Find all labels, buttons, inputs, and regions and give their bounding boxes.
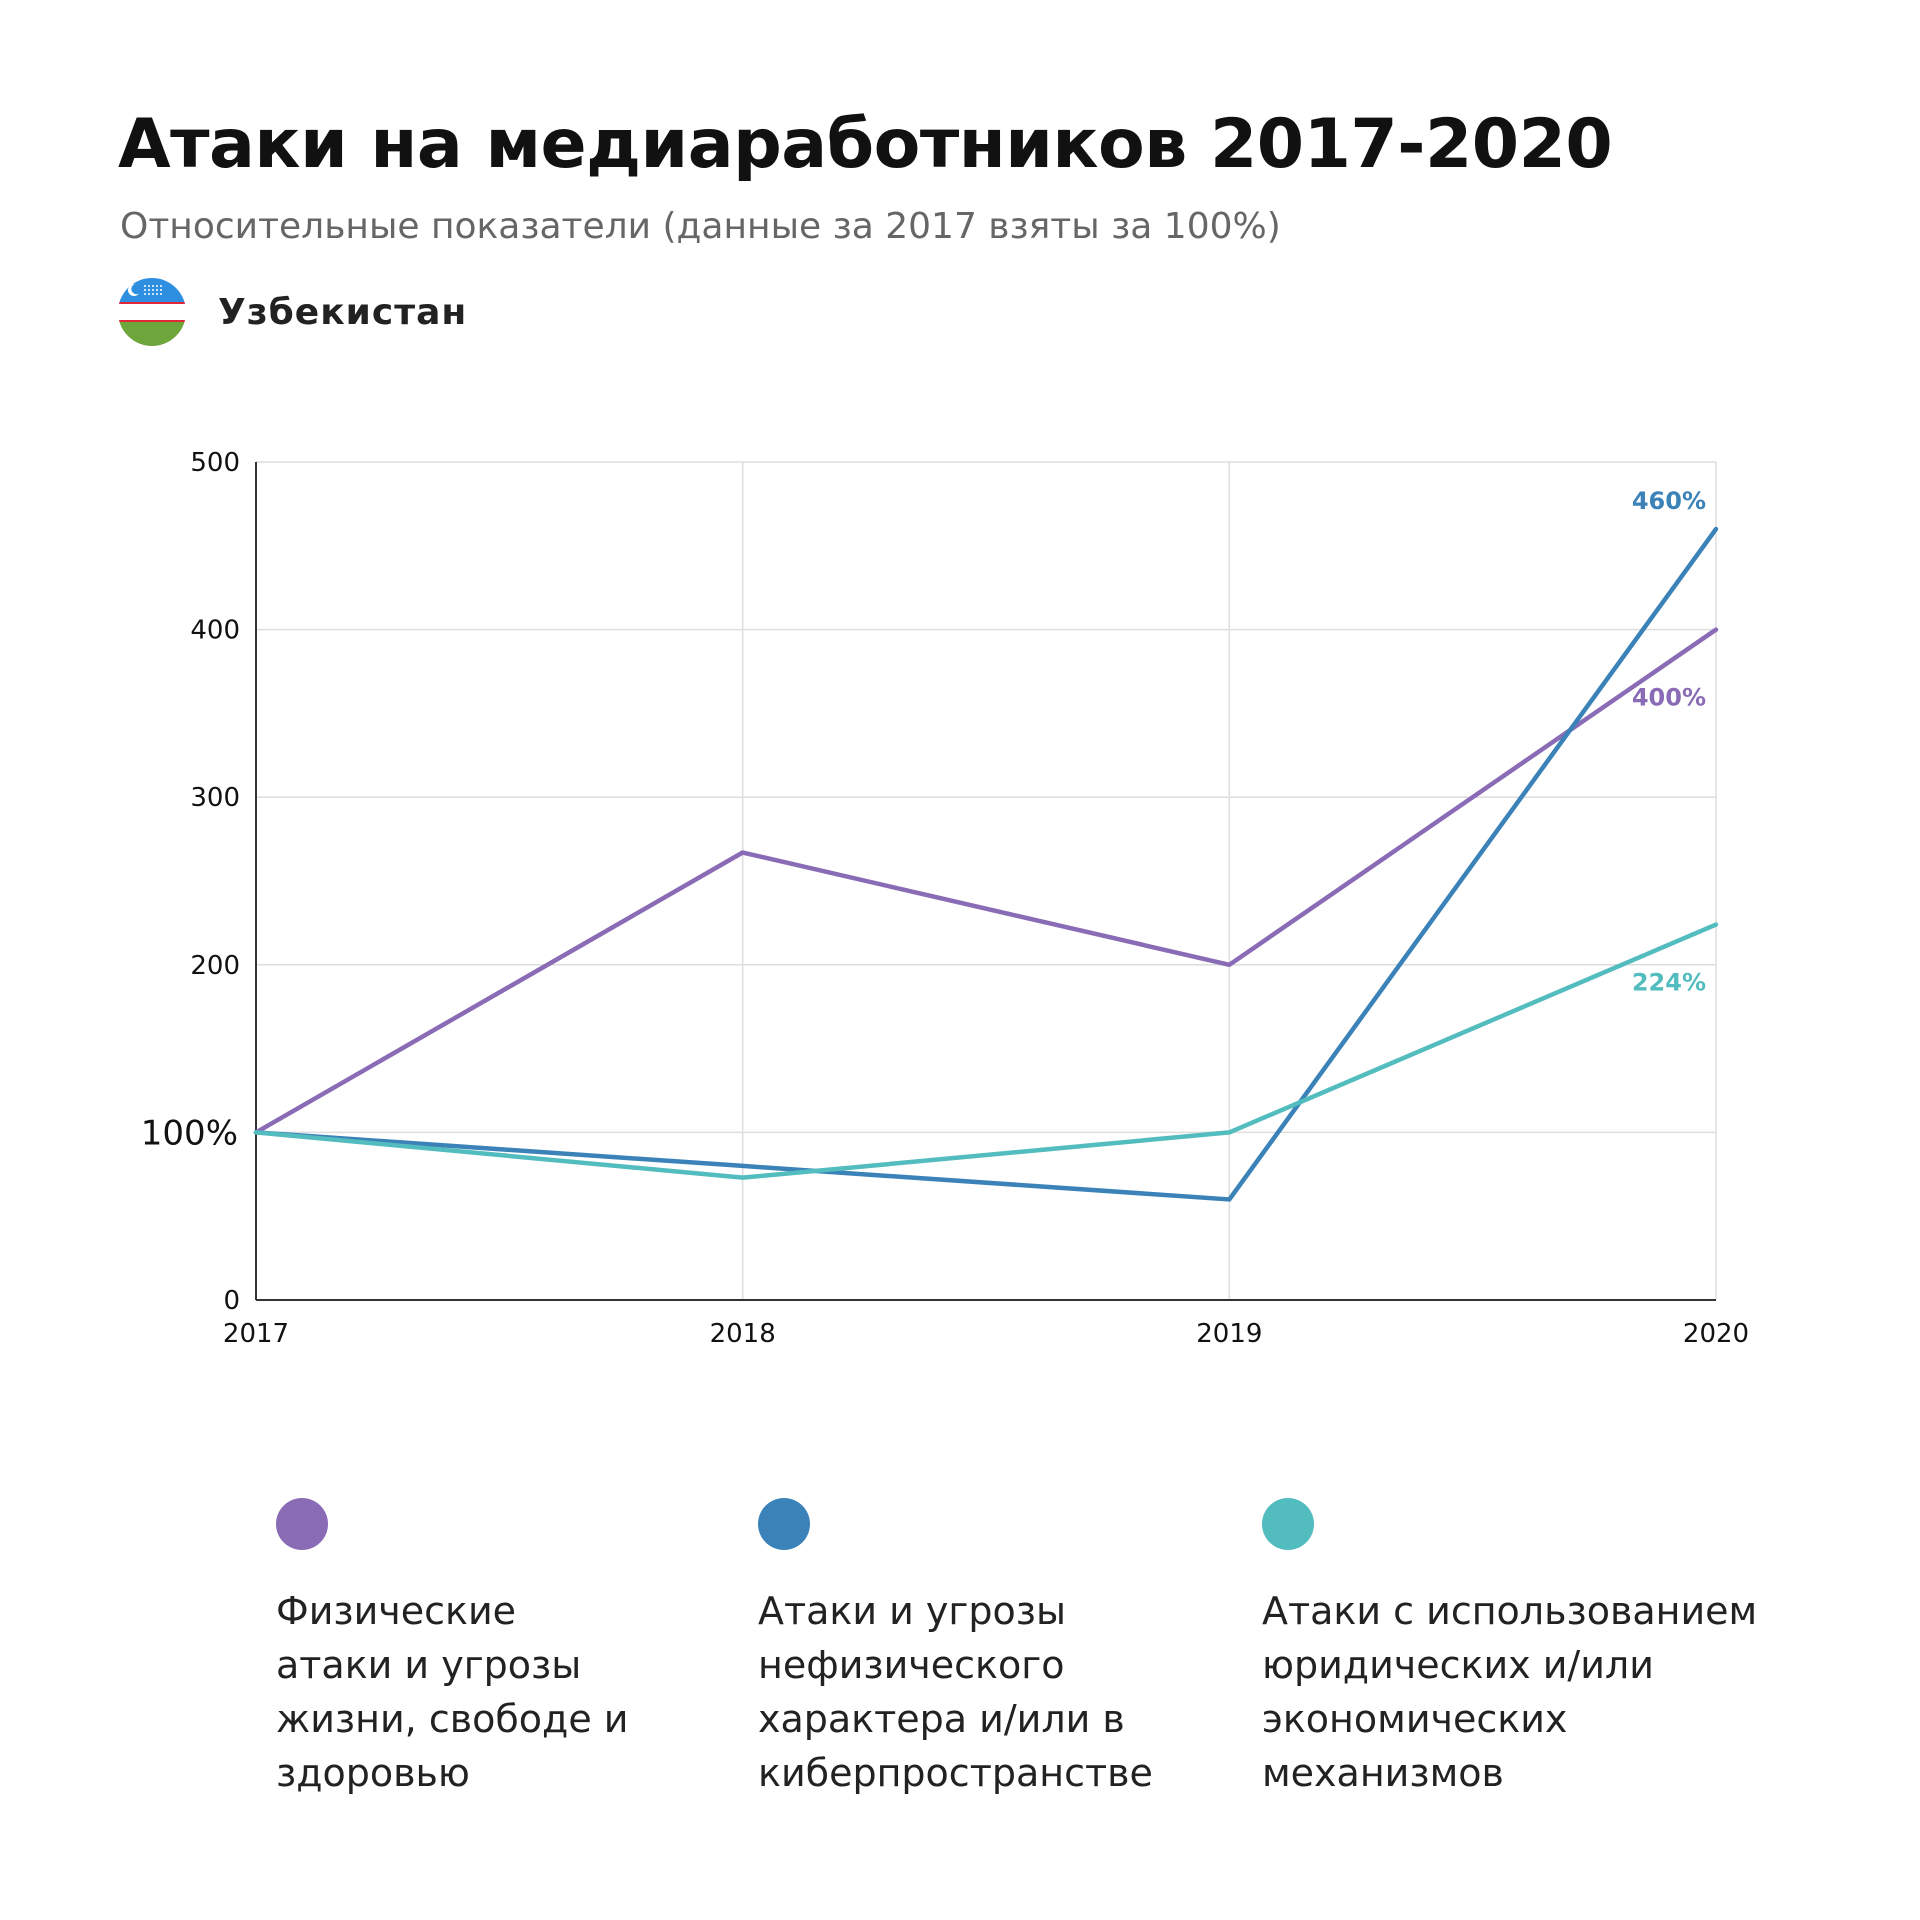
series-end-label: 224%: [1632, 969, 1706, 997]
y-tick-label: 500: [190, 448, 240, 478]
country-name: Узбекистан: [218, 291, 468, 333]
series-line: [253, 922, 1719, 1180]
chart-axes: [255, 462, 1716, 1301]
legend-dot-legal: [1262, 1498, 1314, 1550]
legend-label-legal: Атаки с использованием юридических и/или…: [1262, 1589, 1758, 1795]
legend-label-physical: Физические атаки и угрозы жизни, свободе…: [276, 1589, 629, 1795]
x-tick-label: 2020: [1683, 1319, 1749, 1349]
chart-title: Атаки на медиаработников 2017-2020: [118, 105, 1613, 184]
legend-dot-nonphysical: [758, 1498, 810, 1550]
country-header: Узбекистан: [118, 278, 467, 346]
y-tick-label: 0: [223, 1286, 240, 1316]
legend-item-legal: Атаки с использованием юридических и/или…: [1262, 1498, 1757, 1800]
legend-dot-physical: [276, 1498, 328, 1550]
legend-item-physical: Физические атаки и угрозы жизни, свободе…: [276, 1498, 756, 1800]
chart-subtitle: Относительные показатели (данные за 2017…: [120, 206, 1281, 247]
y-tick-label: 100%: [141, 1113, 238, 1153]
y-tick-label: 400: [190, 616, 240, 646]
legend-label-nonphysical: Атаки и угрозы нефизического характера и…: [758, 1589, 1153, 1795]
series-end-label: 400%: [1632, 684, 1706, 712]
x-tick-label: 2018: [710, 1319, 776, 1349]
chart-series: [253, 526, 1719, 1202]
x-tick-label: 2017: [223, 1319, 289, 1349]
x-tick-label: 2019: [1196, 1319, 1262, 1349]
series-line: [253, 526, 1719, 1202]
chart-labels: 0 100% 200 300 400 500 2017 2018 2019 2020 400% 460…: [141, 448, 1749, 1349]
y-tick-label: 300: [190, 783, 240, 813]
y-tick-label: 200: [190, 951, 240, 981]
legend-item-nonphysical: Атаки и угрозы нефизического характера и…: [758, 1498, 1238, 1800]
line-chart: 0 100% 200 300 400 500 2017 2018 2019 2020 400% 460…: [141, 448, 1749, 1349]
uzbekistan-flag-icon: [118, 278, 186, 346]
chart-grid: [256, 461, 1717, 1300]
series-line: [253, 627, 1719, 1135]
series-end-label: 460%: [1632, 487, 1706, 515]
